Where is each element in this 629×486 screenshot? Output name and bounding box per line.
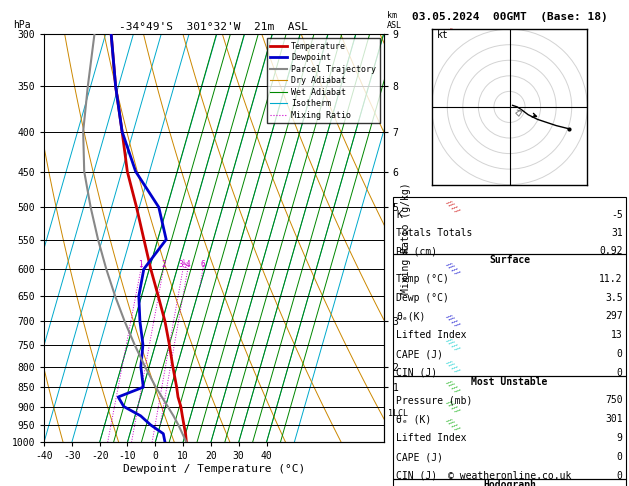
Text: 750: 750 [605,396,623,405]
Text: θₑ(K): θₑ(K) [396,312,426,321]
Text: 11.2: 11.2 [599,274,623,284]
Text: 0: 0 [617,452,623,462]
Text: 0: 0 [617,368,623,378]
Text: 301: 301 [605,414,623,424]
Text: 6: 6 [201,260,205,269]
Text: ////: //// [445,199,461,215]
Text: Totals Totals: Totals Totals [396,228,472,238]
Text: km
ASL: km ASL [387,11,402,30]
Text: ////: //// [445,337,461,353]
Text: Surface: Surface [489,255,530,265]
Text: -5: -5 [611,210,623,220]
Text: ////: //// [445,26,461,42]
Text: 31: 31 [611,228,623,238]
Text: 3.5: 3.5 [605,293,623,303]
Legend: Temperature, Dewpoint, Parcel Trajectory, Dry Adiabat, Wet Adiabat, Isotherm, Mi: Temperature, Dewpoint, Parcel Trajectory… [267,38,379,123]
Text: Dewp (°C): Dewp (°C) [396,293,449,303]
X-axis label: Dewpoint / Temperature (°C): Dewpoint / Temperature (°C) [123,464,305,474]
Text: 0: 0 [617,349,623,359]
Text: ////: //// [445,379,461,395]
Text: 4: 4 [186,260,190,269]
Text: Lifted Index: Lifted Index [396,433,467,443]
Text: 3½: 3½ [179,260,187,269]
Text: K: K [396,210,402,220]
Text: θₑ (K): θₑ (K) [396,414,431,424]
Text: 03.05.2024  00GMT  (Base: 18): 03.05.2024 00GMT (Base: 18) [411,12,608,22]
Title: -34°49'S  301°32'W  21m  ASL: -34°49'S 301°32'W 21m ASL [120,22,308,32]
Text: 13: 13 [611,330,623,340]
Text: hPa: hPa [13,20,31,30]
Text: 0.92: 0.92 [599,246,623,257]
Text: 2: 2 [161,260,166,269]
Text: 9: 9 [617,433,623,443]
Text: ////: //// [445,123,461,139]
Text: Pressure (mb): Pressure (mb) [396,396,472,405]
Text: PW (cm): PW (cm) [396,246,437,257]
Text: CAPE (J): CAPE (J) [396,452,443,462]
Text: ////: //// [445,313,461,330]
Text: 1: 1 [138,260,143,269]
Text: 0: 0 [617,471,623,481]
Text: Temp (°C): Temp (°C) [396,274,449,284]
Text: 297: 297 [605,312,623,321]
Y-axis label: Mixing Ratio (g/kg): Mixing Ratio (g/kg) [401,182,411,294]
Text: ////: //// [445,359,461,375]
Text: CIN (J): CIN (J) [396,368,437,378]
Text: ////: //// [445,399,461,415]
Text: © weatheronline.co.uk: © weatheronline.co.uk [448,471,571,481]
Text: Hodograph: Hodograph [483,480,536,486]
Text: Most Unstable: Most Unstable [471,377,548,387]
Text: 1LCL: 1LCL [388,410,408,418]
Text: kt: kt [437,31,448,40]
Text: CIN (J): CIN (J) [396,471,437,481]
Text: ////: //// [445,417,461,433]
Text: ////: //// [445,261,461,277]
Text: CAPE (J): CAPE (J) [396,349,443,359]
Text: Lifted Index: Lifted Index [396,330,467,340]
